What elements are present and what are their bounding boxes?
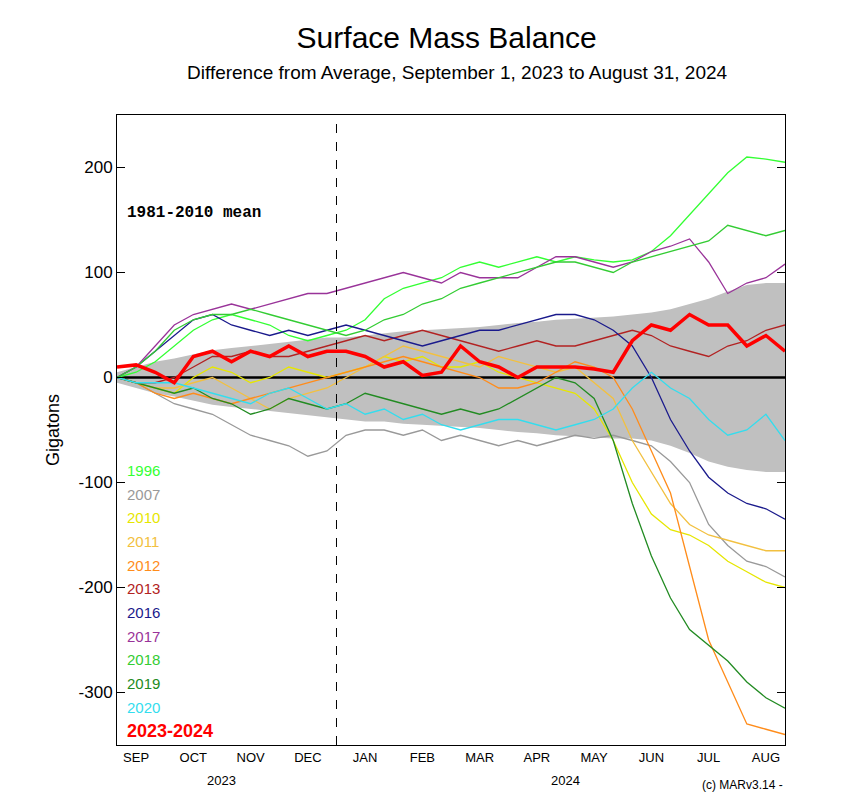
svg-text:NOV: NOV [237,750,266,765]
svg-text:2017: 2017 [127,628,160,645]
svg-text:DEC: DEC [294,750,321,765]
svg-text:APR: APR [524,750,551,765]
svg-text:0: 0 [103,368,112,387]
svg-text:FEB: FEB [410,750,435,765]
svg-text:Gigatons: Gigatons [43,394,63,466]
svg-text:2020: 2020 [127,699,160,716]
svg-text:JUL: JUL [697,750,720,765]
svg-text:JAN: JAN [353,750,378,765]
svg-text:Surface Mass Balance: Surface Mass Balance [297,21,597,54]
svg-text:2018: 2018 [127,651,160,668]
svg-text:2019: 2019 [127,675,160,692]
svg-text:200: 200 [84,158,112,177]
svg-text:2012: 2012 [127,557,160,574]
svg-text:OCT: OCT [180,750,208,765]
svg-text:2024: 2024 [551,773,580,788]
svg-text:2013: 2013 [127,580,160,597]
svg-text:100: 100 [84,263,112,282]
svg-text:2023-2024: 2023-2024 [127,721,213,741]
svg-text:2023: 2023 [207,773,236,788]
svg-text:2010: 2010 [127,509,160,526]
svg-text:2011: 2011 [127,533,159,550]
svg-text:2016: 2016 [127,604,160,621]
svg-text:MAR: MAR [465,750,494,765]
svg-text:MAY: MAY [581,750,609,765]
svg-text:Difference from Average, Septe: Difference from Average, September 1, 20… [187,62,728,83]
svg-text:1996: 1996 [127,462,160,479]
svg-text:AUG: AUG [752,750,780,765]
svg-text:JUN: JUN [639,750,664,765]
svg-text:(c) MARv3.14 -: (c) MARv3.14 - [702,778,783,792]
svg-text:-300: -300 [79,683,113,702]
svg-text:-200: -200 [79,578,113,597]
svg-text:2007: 2007 [127,486,160,503]
svg-text:-100: -100 [79,473,113,492]
svg-text:1981-2010 mean: 1981-2010 mean [127,204,261,222]
svg-text:SEP: SEP [123,750,149,765]
